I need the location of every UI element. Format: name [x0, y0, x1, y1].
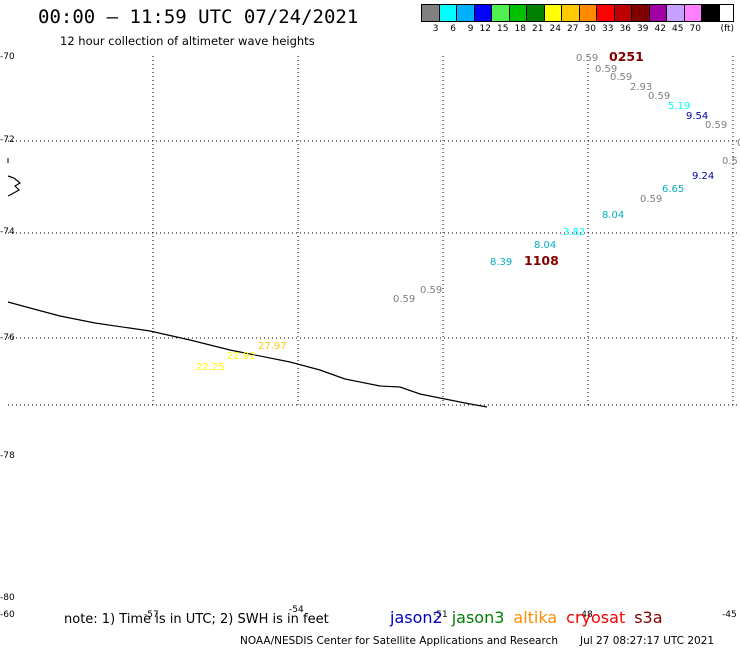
legend-swatch [562, 5, 580, 21]
legend-swatch [667, 5, 685, 21]
legend-swatch [439, 5, 457, 21]
longitude-label: -60 [0, 610, 15, 620]
longitude-label: -51 [433, 610, 448, 620]
legend-label: 9 [467, 24, 474, 34]
legend-swatch [474, 5, 492, 21]
legend-swatch [457, 5, 475, 21]
legend-swatch [422, 5, 440, 21]
coastline [7, 301, 488, 408]
legend-label: 36 [619, 24, 631, 34]
latitude-label: -78 [0, 451, 15, 461]
legend-label: 39 [637, 24, 649, 34]
map-title: 00:00 – 11:59 UTC 07/24/2021 [38, 6, 359, 28]
wave-height-label: 9.24 [692, 171, 714, 182]
legend-swatch [614, 5, 632, 21]
wave-height-label: 0.59 [640, 194, 662, 205]
latitude-label: -76 [0, 333, 15, 343]
satellite-name-altika: altika [513, 608, 558, 627]
coastline-fragment [7, 175, 22, 197]
wave-height-observations: 0.590.590.592.930.595.199.540.5900.59.24… [196, 53, 740, 373]
longitude-label: -57 [144, 610, 159, 620]
satellite-name-cryosat: cryosat [566, 608, 626, 627]
legend-swatch [702, 5, 720, 21]
legend-label: 12 [479, 24, 491, 34]
wave-height-label: 22.25 [196, 362, 225, 373]
wave-height-label: 0 [737, 138, 740, 149]
wave-height-label: 2.93 [630, 82, 652, 93]
legend-label: 18 [514, 24, 526, 34]
legend-swatch [649, 5, 667, 21]
legend-swatches [421, 4, 735, 22]
wave-height-label: 0.59 [705, 120, 727, 131]
wave-height-label: 8.39 [490, 257, 512, 268]
latitude-labels: -70 -72 -74 -76 -78 -80 [0, 52, 15, 603]
wave-height-label: 0.59 [610, 72, 632, 83]
legend-swatch [579, 5, 597, 21]
latitude-label: -72 [0, 135, 15, 145]
color-legend: 3 6 9 12 15 18 21 24 27 30 33 36 39 42 45 70 (ft) [421, 4, 735, 34]
legend-labels: 3 6 9 12 15 18 21 24 27 30 33 36 39 42 45 70 (ft) [421, 24, 734, 34]
wave-height-label: 27.97 [258, 341, 287, 352]
satellite-name-jason2: jason2 [390, 608, 443, 627]
longitude-label: -54 [289, 605, 304, 615]
footer-note: note: 1) Time is in UTC; 2) SWH is in fe… [64, 612, 329, 627]
latitude-label: -70 [0, 52, 15, 62]
credit-text: NOAA/NESDIS Center for Satellite Applica… [240, 635, 558, 647]
wave-height-label: 22.92 [227, 351, 256, 362]
legend-label: 21 [532, 24, 544, 34]
wave-height-label: 0.59 [420, 285, 442, 296]
legend-label: 42 [654, 24, 666, 34]
wave-height-label: 8.04 [534, 240, 556, 251]
map-subtitle: 12 hour collection of altimeter wave hei… [60, 34, 315, 48]
pass-time-label: 1108 [524, 253, 559, 268]
legend-label: 24 [549, 24, 561, 34]
legend-label: 70 [689, 24, 701, 34]
pass-time-labels: 0251 1108 [524, 49, 644, 268]
satellite-name-jason3: jason3 [451, 608, 505, 627]
latitude-label: -80 [0, 593, 15, 603]
wave-height-label: 5.19 [668, 101, 690, 112]
legend-swatch [684, 5, 702, 21]
longitude-label: -48 [578, 610, 593, 620]
generated-timestamp: Jul 27 08:27:17 UTC 2021 [580, 635, 715, 647]
legend-label: 45 [672, 24, 684, 34]
legend-swatch [492, 5, 510, 21]
legend-swatch [544, 5, 562, 21]
wave-height-label: 8.04 [602, 210, 624, 221]
wave-height-label: 0.59 [595, 64, 617, 75]
satellite-name-s3a: s3a [634, 608, 663, 627]
pass-time-label: 0251 [609, 49, 644, 64]
wave-height-label: 6.65 [662, 184, 684, 195]
legend-unit: (ft) [720, 24, 735, 34]
legend-swatch [597, 5, 615, 21]
legend-swatch [527, 5, 545, 21]
latitude-label: -74 [0, 227, 15, 237]
legend-label: 30 [584, 24, 596, 34]
wave-height-label: 0.59 [576, 53, 598, 64]
legend-swatch [509, 5, 527, 21]
legend-swatch [632, 5, 650, 21]
legend-label: 27 [567, 24, 579, 34]
legend-label: 3 [432, 24, 439, 34]
graticule [8, 56, 740, 406]
wave-height-label: 0.5 [722, 156, 738, 167]
longitude-label: -45 [722, 610, 737, 620]
legend-label: 15 [497, 24, 509, 34]
satellite-legend: jason2 jason3 altika cryosat s3a [390, 608, 672, 627]
wave-height-label: 0.59 [648, 91, 670, 102]
longitude-labels: -60 -57 -54 -51 -48 -45 [0, 605, 737, 620]
legend-label: 6 [450, 24, 456, 34]
legend-label: 33 [602, 24, 614, 34]
wave-height-label: 0.59 [393, 294, 415, 305]
wave-height-label: 9.54 [686, 111, 708, 122]
wave-height-label: 3.82 [563, 227, 585, 238]
